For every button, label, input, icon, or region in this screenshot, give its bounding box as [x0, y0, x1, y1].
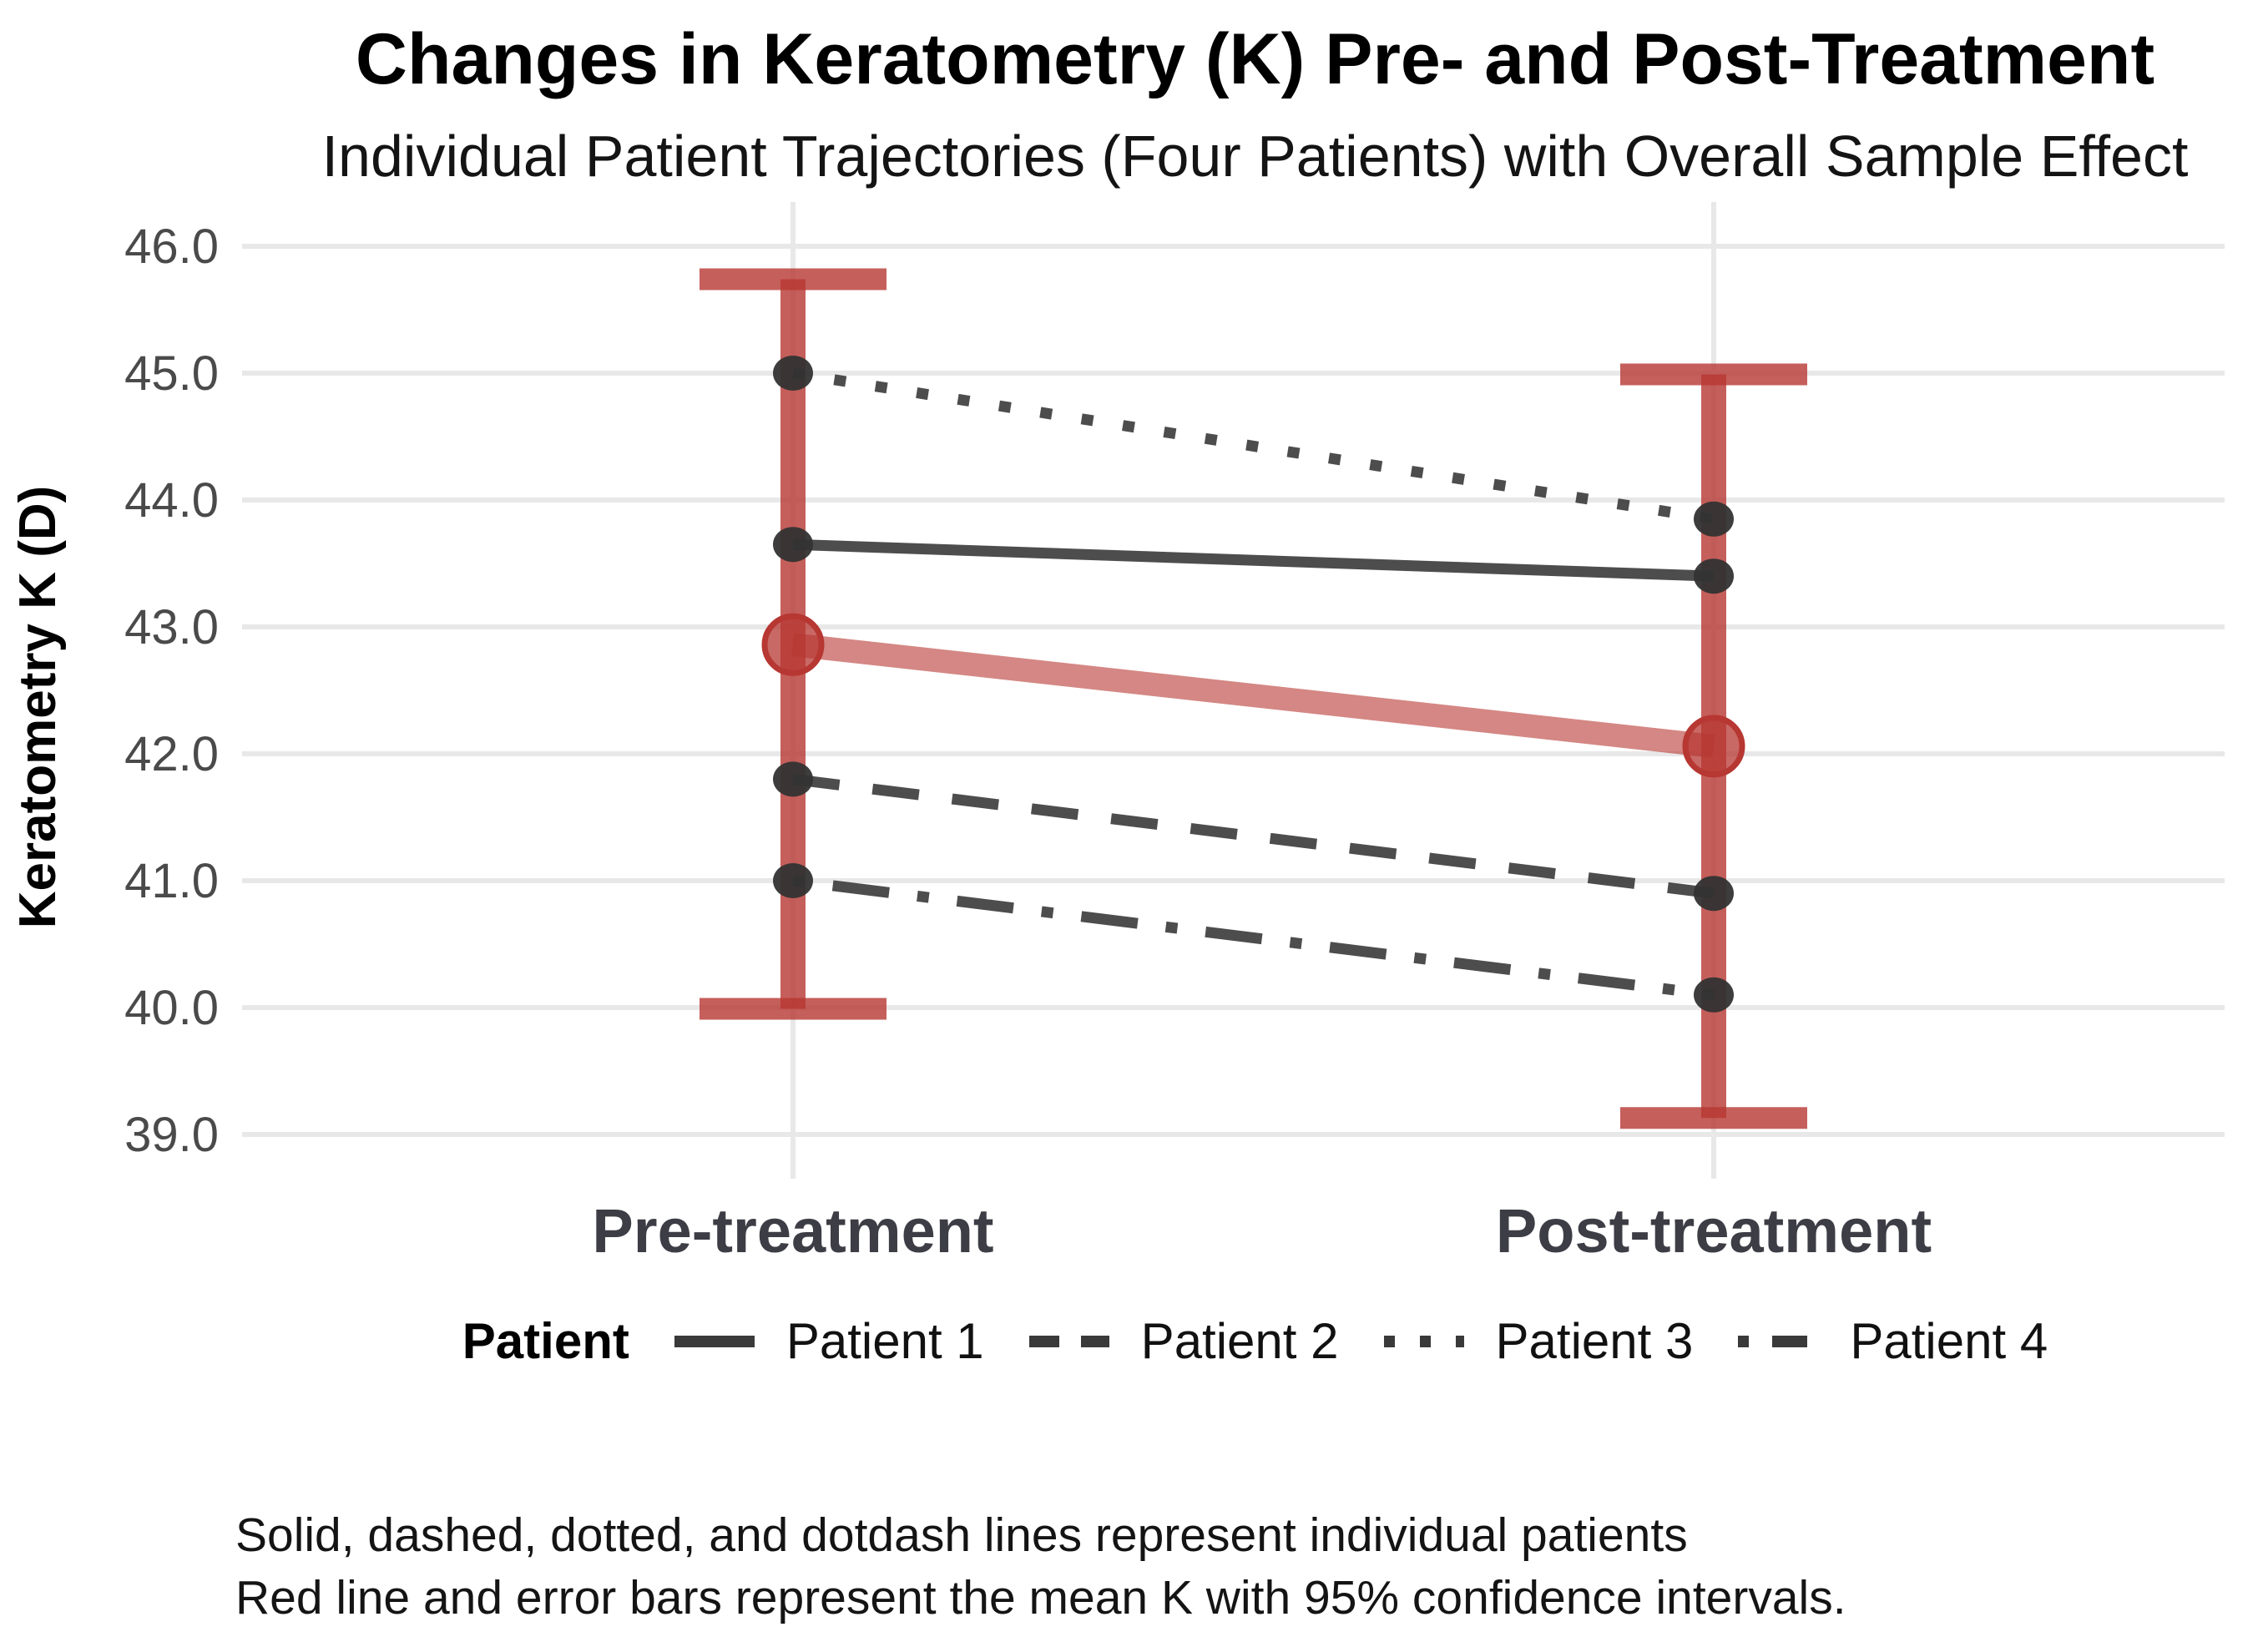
- patient-point-1: [773, 527, 813, 563]
- legend-label-patient-3: Patient 3: [1495, 1313, 1694, 1369]
- patient-point-4: [1694, 977, 1734, 1013]
- patient-point-2: [1694, 876, 1734, 912]
- legend-item-patient-2: Patient 2: [1028, 1312, 1339, 1370]
- y-tick-label: 39.0: [124, 1108, 219, 1162]
- legend-item-patient-4: Patient 4: [1736, 1312, 2048, 1370]
- legend-label-patient-4: Patient 4: [1850, 1313, 2048, 1369]
- y-tick-label: 42.0: [124, 727, 219, 781]
- legend-title: Patient: [462, 1313, 629, 1369]
- legend-item-patient-1: Patient 1: [673, 1312, 984, 1370]
- y-tick-label: 40.0: [124, 981, 219, 1035]
- y-tick-label: 43.0: [124, 600, 219, 654]
- chart-caption: Solid, dashed, dotted, and dotdash lines…: [235, 1504, 1846, 1629]
- mean-point: [761, 613, 825, 676]
- mean-point: [1682, 715, 1745, 778]
- y-tick-label: 46.0: [124, 220, 219, 274]
- patient-point-4: [773, 863, 813, 898]
- mean-line: [791, 633, 1715, 758]
- patient-point-2: [773, 761, 813, 797]
- patient-line-1: [792, 538, 1715, 582]
- legend: Patient Patient 1 Patient 2 Patient 3 Patie…: [242, 1312, 2268, 1370]
- y-axis-title: Keratometry K (D): [9, 486, 67, 929]
- legend-key-dashed-line: [1028, 1335, 1109, 1347]
- y-tick-label: 45.0: [124, 346, 219, 401]
- caption-line-2: Red line and error bars represent the me…: [235, 1571, 1846, 1625]
- legend-key-dotdash-line: [1738, 1335, 1819, 1347]
- y-tick-label: 44.0: [124, 473, 219, 528]
- x-axis-label: Pre-treatment: [592, 1196, 993, 1266]
- patient-point-3: [773, 356, 813, 391]
- x-axis-label: Post-treatment: [1496, 1196, 1932, 1266]
- legend-label-patient-2: Patient 2: [1140, 1313, 1339, 1369]
- y-tick-label: 41.0: [124, 854, 219, 908]
- patient-line-4: [792, 875, 1715, 1001]
- chart-title: Changes in Keratometry (K) Pre- and Post…: [355, 19, 2155, 99]
- caption-line-1: Solid, dashed, dotted, and dotdash lines…: [235, 1508, 1688, 1562]
- legend-key-dotted-line: [1383, 1335, 1464, 1347]
- patient-line-3: [791, 367, 1715, 525]
- patient-line-2: [792, 773, 1715, 899]
- legend-items: Patient 1 Patient 2 Patient 3 Patient 4: [673, 1312, 2048, 1370]
- chart-subtitle: Individual Patient Trajectories (Four Pa…: [321, 124, 2189, 189]
- patient-point-1: [1694, 558, 1734, 594]
- patient-point-3: [1694, 501, 1734, 537]
- legend-item-patient-3: Patient 3: [1382, 1312, 1694, 1370]
- legend-key-solid-line: [674, 1335, 755, 1347]
- chart-header: Changes in Keratometry (K) Pre- and Post…: [242, 0, 2268, 189]
- legend-label-patient-1: Patient 1: [785, 1313, 984, 1369]
